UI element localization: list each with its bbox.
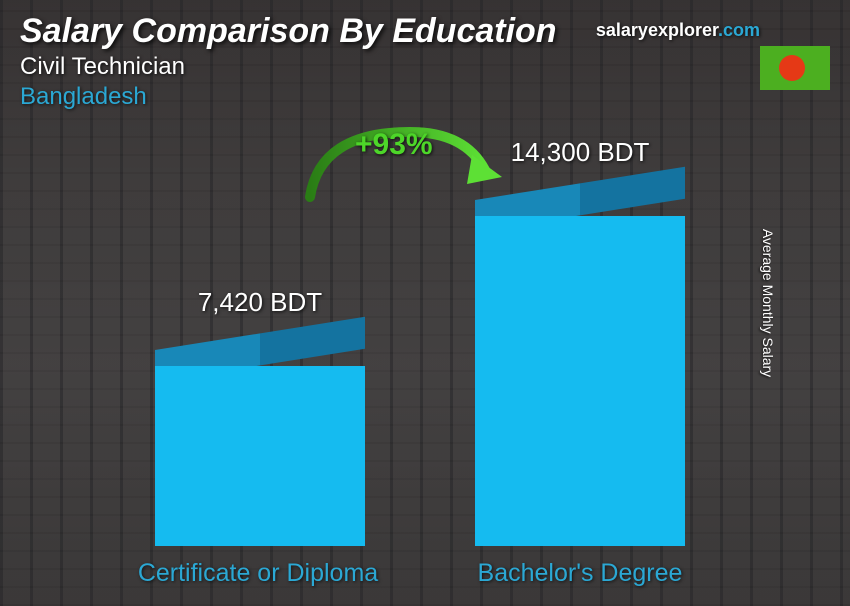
- country-name: Bangladesh: [20, 83, 830, 111]
- job-title: Civil Technician: [20, 53, 830, 81]
- bar-certificate: [155, 334, 365, 546]
- bar-bachelor: [475, 184, 685, 546]
- brand-suffix: .com: [718, 20, 760, 40]
- brand-logo: salaryexplorer.com: [596, 20, 760, 41]
- bar-front-2: [475, 216, 685, 546]
- bar-label-2: Bachelor's Degree: [440, 559, 720, 588]
- brand-name: salaryexplorer: [596, 20, 718, 40]
- bar-value-2: 14,300 BDT: [460, 137, 700, 168]
- flag-circle: [779, 55, 805, 81]
- bar-front-1: [155, 366, 365, 546]
- bar-label-1: Certificate or Diploma: [118, 559, 398, 588]
- bar-value-1: 7,420 BDT: [140, 287, 380, 318]
- chart-area: 7,420 BDT 14,300 BDT Certificate or Dipl…: [0, 126, 850, 606]
- flag-icon: [760, 46, 830, 90]
